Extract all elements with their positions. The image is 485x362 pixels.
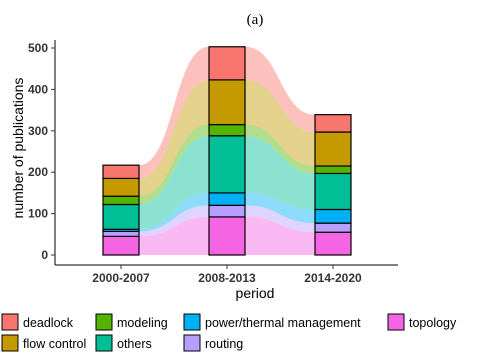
- bar-topology-2: [314, 231, 352, 256]
- bar-flow-control-2: [314, 131, 352, 167]
- bar-deadlock-2: [314, 114, 352, 133]
- bar-flow-control-0: [102, 177, 140, 197]
- legend-swatch-deadlock: [1, 313, 19, 331]
- x-axis-label: period: [236, 285, 275, 301]
- bar-power-thermal-management-1: [208, 192, 246, 206]
- y-axis-label: number of publications: [10, 78, 26, 219]
- bar-others-0: [102, 203, 140, 230]
- chart-title: (a): [247, 12, 264, 28]
- bar-flow-control-1: [208, 79, 246, 126]
- band-modeling-1: [209, 124, 351, 174]
- bar-power-thermal-management-2: [314, 208, 352, 224]
- y-tick-label: 500: [28, 41, 48, 55]
- bar-routing-0: [102, 230, 140, 237]
- bar-others-1: [208, 135, 246, 194]
- y-tick-label: 0: [41, 248, 48, 262]
- legend-swatch-others: [95, 334, 113, 352]
- legend: deadlock modeling power/thermal management…: [1, 313, 457, 352]
- x-tick-label: 2014-2020: [304, 271, 362, 285]
- y-tick-label: 400: [28, 82, 48, 96]
- bar-modeling-2: [314, 165, 352, 175]
- legend-label-modeling: modeling: [117, 316, 168, 330]
- bar-modeling-0: [102, 195, 140, 206]
- legend-swatch-power-thermal-management: [183, 313, 201, 331]
- axes: 0 100 200 300 400 500 2000-2007 2008-2013 2014-2…: [28, 40, 398, 285]
- legend-label-power-thermal-management: power/thermal management: [205, 316, 361, 330]
- y-tick-label: 100: [28, 207, 48, 221]
- legend-swatch-flow-control: [1, 334, 19, 352]
- y-tick-label: 300: [28, 124, 48, 138]
- stacked-bars: [102, 46, 352, 256]
- legend-label-others: others: [117, 337, 152, 351]
- legend-swatch-routing: [183, 334, 201, 352]
- bar-others-2: [314, 172, 352, 211]
- bar-modeling-1: [208, 123, 246, 137]
- legend-label-flow-control: flow control: [23, 337, 86, 351]
- legend-swatch-topology: [387, 313, 405, 331]
- bar-deadlock-1: [208, 46, 246, 81]
- bar-topology-0: [102, 235, 140, 256]
- band-modeling-0: [103, 124, 245, 205]
- x-tick-label: 2000-2007: [92, 271, 150, 285]
- legend-label-topology: topology: [409, 316, 457, 330]
- bar-routing-1: [208, 204, 246, 218]
- bar-routing-2: [314, 222, 352, 233]
- legend-swatch-modeling: [95, 313, 113, 331]
- bar-topology-1: [208, 216, 246, 256]
- bar-deadlock-0: [102, 164, 140, 180]
- legend-label-routing: routing: [205, 337, 243, 351]
- x-tick-label: 2008-2013: [198, 271, 256, 285]
- y-tick-label: 200: [28, 165, 48, 179]
- legend-label-deadlock: deadlock: [23, 316, 74, 330]
